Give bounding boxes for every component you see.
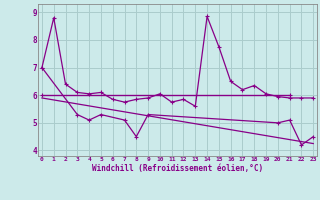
- X-axis label: Windchill (Refroidissement éolien,°C): Windchill (Refroidissement éolien,°C): [92, 164, 263, 173]
